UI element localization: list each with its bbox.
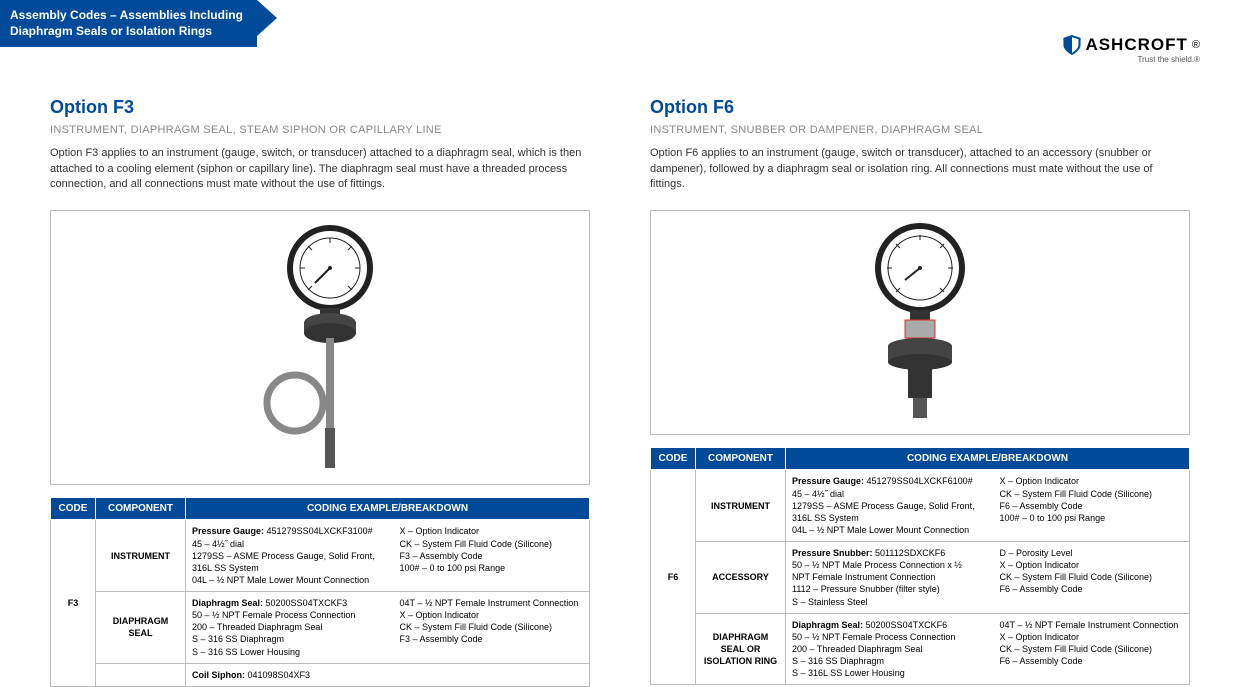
- option-f3-column: Option F3 INSTRUMENT, DIAPHRAGM SEAL, ST…: [50, 97, 590, 687]
- table-header: CODE: [651, 448, 696, 470]
- logo-tagline: Trust the shield.®: [1063, 55, 1200, 64]
- product-illustration: [650, 210, 1190, 435]
- table-header: COMPONENT: [96, 498, 186, 520]
- table-row: F3INSTRUMENTPressure Gauge: 451279SS04LX…: [51, 520, 590, 592]
- product-illustration: [50, 210, 590, 485]
- option-subtitle: INSTRUMENT, SNUBBER OR DAMPENER, DIAPHRA…: [650, 124, 1190, 136]
- logo-text: ASHCROFT: [1085, 35, 1187, 55]
- breakdown-cell: Diaphragm Seal: 50200SS04TXCKF350 – ½ NP…: [186, 592, 590, 664]
- component-cell: [96, 663, 186, 686]
- table-row: F6INSTRUMENTPressure Gauge: 451279SS04LX…: [651, 470, 1190, 542]
- breakdown-cell: Pressure Gauge: 451279SS04LXCKF3100#45 –…: [186, 520, 590, 592]
- banner-line2: Diaphragm Seals or Isolation Rings: [10, 24, 243, 40]
- table-row: ACCESSORYPressure Snubber: 501112SDXCKF6…: [651, 542, 1190, 614]
- table-header: CODE: [51, 498, 96, 520]
- component-cell: DIAPHRAGM SEAL: [96, 592, 186, 664]
- code-cell: F6: [651, 470, 696, 685]
- breakdown-cell: Pressure Snubber: 501112SDXCKF650 – ½ NP…: [786, 542, 1190, 614]
- option-description: Option F3 applies to an instrument (gaug…: [50, 146, 590, 192]
- table-header: COMPONENT: [696, 448, 786, 470]
- coding-table: CODE COMPONENT CODING EXAMPLE/BREAKDOWN …: [650, 447, 1190, 685]
- option-title: Option F6: [650, 97, 1190, 118]
- coding-table: CODE COMPONENT CODING EXAMPLE/BREAKDOWN …: [50, 497, 590, 687]
- table-row: Coil Siphon: 041098S04XF3: [51, 663, 590, 686]
- option-title: Option F3: [50, 97, 590, 118]
- table-header: CODING EXAMPLE/BREAKDOWN: [186, 498, 590, 520]
- gauge-diagram-icon: [230, 218, 410, 478]
- table-row: DIAPHRAGM SEAL OR ISOLATION RINGDiaphrag…: [651, 613, 1190, 685]
- table-row: DIAPHRAGM SEALDiaphragm Seal: 50200SS04T…: [51, 592, 590, 664]
- breakdown-cell: Coil Siphon: 041098S04XF3: [186, 663, 590, 686]
- component-cell: INSTRUMENT: [696, 470, 786, 542]
- header-banner: Assembly Codes – Assemblies Including Di…: [0, 0, 257, 47]
- shield-icon: [1063, 35, 1081, 55]
- breakdown-cell: Diaphragm Seal: 50200SS04TXCKF650 – ½ NP…: [786, 613, 1190, 685]
- option-description: Option F6 applies to an instrument (gaug…: [650, 146, 1190, 192]
- brand-logo: ASHCROFT® Trust the shield.®: [1063, 35, 1200, 64]
- table-header: CODING EXAMPLE/BREAKDOWN: [786, 448, 1190, 470]
- component-cell: INSTRUMENT: [96, 520, 186, 592]
- breakdown-cell: Pressure Gauge: 451279SS04LXCKF6100#45 –…: [786, 470, 1190, 542]
- code-cell: F3: [51, 520, 96, 687]
- component-cell: ACCESSORY: [696, 542, 786, 614]
- component-cell: DIAPHRAGM SEAL OR ISOLATION RING: [696, 613, 786, 685]
- option-subtitle: INSTRUMENT, DIAPHRAGM SEAL, STEAM SIPHON…: [50, 124, 590, 136]
- option-f6-column: Option F6 INSTRUMENT, SNUBBER OR DAMPENE…: [650, 97, 1190, 687]
- banner-line1: Assembly Codes – Assemblies Including: [10, 8, 243, 24]
- gauge-diagram-icon: [850, 218, 990, 428]
